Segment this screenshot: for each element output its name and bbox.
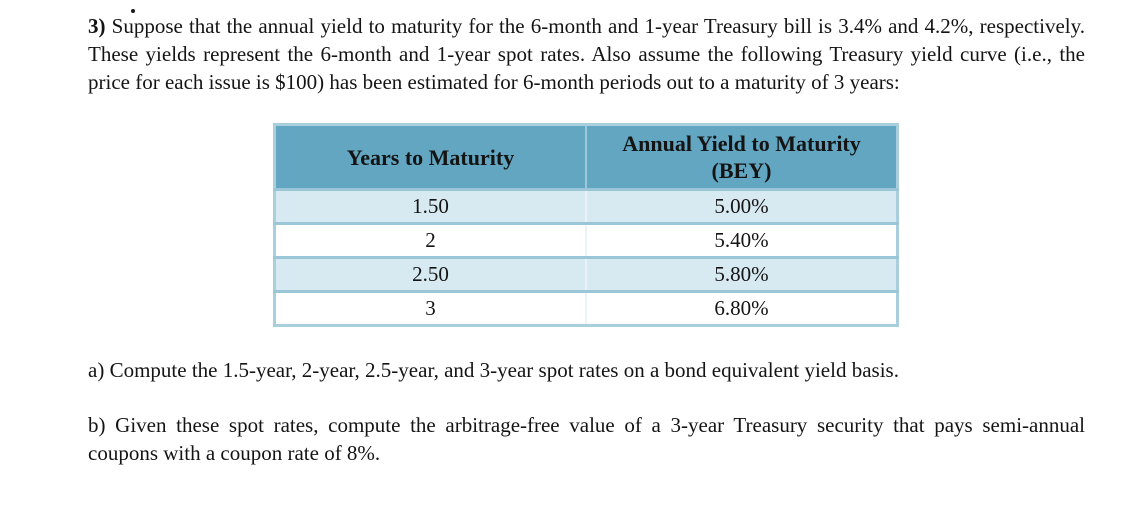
yield-curve-table: Years to Maturity Annual Yield to Maturi… [273,123,899,327]
table-header: Years to Maturity Annual Yield to Maturi… [274,124,898,191]
part-b-label: b) [88,413,106,437]
table-body: 1.50 5.00% 2 5.40% 2.50 5.80% 3 6.80% [274,189,898,326]
table-row: 2 5.40% [274,223,898,259]
part-b: b) Given these spot rates, compute the a… [88,411,1085,467]
column-header-years: Years to Maturity [274,124,586,191]
years-cell: 1.50 [274,189,586,225]
table-row: 1.50 5.00% [274,189,898,225]
part-a-label: a) [88,358,105,382]
years-cell: 2 [274,223,586,259]
column-header-years-label: Years to Maturity [346,144,515,170]
part-b-text: Given these spot rates, compute the arbi… [88,413,1086,465]
problem-text: Suppose that the annual yield to maturit… [88,14,1085,94]
column-header-yield-line2: (BEY) [711,158,772,183]
yield-cell: 5.80% [585,257,898,293]
years-cell: 3 [274,291,586,326]
years-cell: 2.50 [274,257,586,293]
problem-number: 3) [88,14,106,38]
yield-cell: 6.80% [585,291,898,326]
column-header-yield-line1: Annual Yield to Maturity [622,131,861,156]
column-header-yield: Annual Yield to Maturity (BEY) [585,124,898,191]
header-row: Years to Maturity Annual Yield to Maturi… [274,124,898,191]
stray-dot-artifact [131,9,135,13]
part-a: a) Compute the 1.5-year, 2-year, 2.5-yea… [88,356,1085,384]
yield-cell: 5.00% [585,189,898,225]
yield-cell: 5.40% [585,223,898,259]
table-row: 3 6.80% [274,291,898,326]
part-a-text: Compute the 1.5-year, 2-year, 2.5-year, … [109,358,899,382]
table-row: 2.50 5.80% [274,257,898,293]
problem-statement: 3) Suppose that the annual yield to matu… [88,12,1085,96]
